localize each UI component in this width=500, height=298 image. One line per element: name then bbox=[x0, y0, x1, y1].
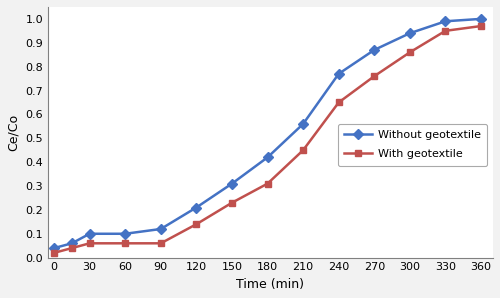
Without geotextile bbox=[442, 19, 448, 23]
Without geotextile bbox=[264, 156, 270, 159]
Without geotextile bbox=[86, 232, 92, 235]
With geotextile bbox=[229, 201, 235, 204]
With geotextile bbox=[69, 246, 75, 250]
Y-axis label: Ce/Co: Ce/Co bbox=[7, 114, 20, 151]
With geotextile bbox=[336, 101, 342, 104]
Without geotextile bbox=[194, 206, 200, 209]
X-axis label: Time (min): Time (min) bbox=[236, 278, 304, 291]
Without geotextile bbox=[69, 241, 75, 245]
With geotextile bbox=[372, 74, 378, 78]
Without geotextile bbox=[407, 31, 413, 35]
With geotextile bbox=[158, 241, 164, 245]
With geotextile bbox=[264, 182, 270, 185]
Without geotextile bbox=[336, 72, 342, 76]
With geotextile bbox=[442, 29, 448, 32]
Without geotextile bbox=[300, 122, 306, 126]
With geotextile bbox=[407, 51, 413, 54]
Without geotextile bbox=[478, 17, 484, 21]
Without geotextile bbox=[51, 246, 57, 250]
With geotextile bbox=[194, 222, 200, 226]
Line: Without geotextile: Without geotextile bbox=[50, 15, 484, 252]
Legend: Without geotextile, With geotextile: Without geotextile, With geotextile bbox=[338, 124, 488, 166]
Without geotextile bbox=[229, 182, 235, 185]
With geotextile bbox=[300, 148, 306, 152]
With geotextile bbox=[86, 241, 92, 245]
With geotextile bbox=[51, 251, 57, 255]
Line: With geotextile: With geotextile bbox=[50, 23, 484, 256]
Without geotextile bbox=[372, 48, 378, 52]
Without geotextile bbox=[158, 227, 164, 231]
Without geotextile bbox=[122, 232, 128, 235]
With geotextile bbox=[478, 24, 484, 28]
With geotextile bbox=[122, 241, 128, 245]
